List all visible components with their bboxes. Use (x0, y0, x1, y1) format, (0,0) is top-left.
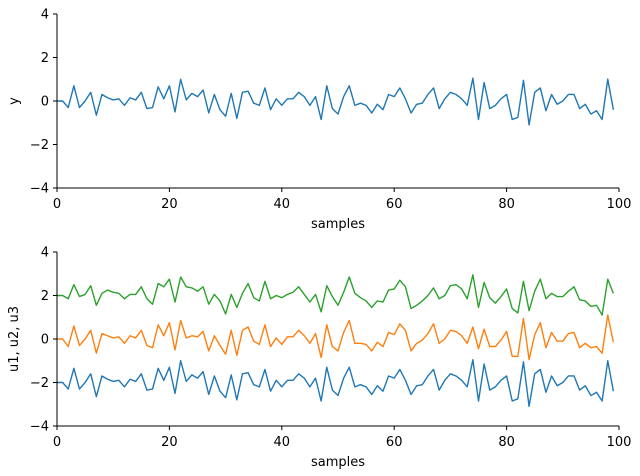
chart-bottom-x-tick-label: 100 (607, 435, 632, 450)
chart-bottom-y-tick-label: 4 (41, 246, 49, 261)
chart-bottom-x-axis-label: samples (311, 455, 365, 470)
chart-bottom-plot-area (57, 274, 615, 408)
chart-top-plot-area (57, 77, 615, 126)
chart-bottom-series-line-2 (57, 358, 615, 408)
chart-bottom: 0 20 40 60 80 100 420−2−4 samples u1, u2, u3 (7, 246, 631, 471)
chart-top-x-tick-label: 80 (498, 197, 515, 212)
chart-top-y-tick-label: 2 (41, 51, 49, 66)
chart-top-y-tick-label: −4 (30, 182, 49, 197)
chart-top-series-line-0 (57, 77, 615, 126)
chart-bottom-x-ticks: 0 20 40 60 80 100 (53, 426, 632, 450)
chart-bottom-x-tick-label: 40 (274, 435, 291, 450)
chart-bottom-x-tick-label: 0 (53, 435, 61, 450)
chart-bottom-series-line-0 (57, 274, 615, 316)
chart-bottom-x-tick-label: 80 (498, 435, 515, 450)
chart-bottom-y-axis-label: u1, u2, u3 (7, 306, 22, 372)
chart-top-y-tick-label: 4 (41, 8, 49, 23)
chart-top-x-tick-label: 20 (161, 197, 178, 212)
chart-top-x-tick-label: 0 (53, 197, 61, 212)
chart-bottom-y-tick-label: 2 (41, 289, 49, 304)
chart-top-y-axis-label: y (7, 97, 22, 105)
chart-top-x-tick-label: 100 (607, 197, 632, 212)
chart-bottom-y-tick-label: −2 (30, 376, 49, 391)
chart-top: 0 20 40 60 80 100 420−2−4 samples y (7, 8, 631, 233)
chart-top-x-tick-label: 60 (386, 197, 403, 212)
chart-top-y-tick-label: −2 (30, 138, 49, 153)
chart-bottom-y-tick-label: −4 (30, 420, 49, 435)
chart-bottom-series-line-1 (57, 314, 615, 361)
chart-bottom-y-tick-label: 0 (41, 333, 49, 348)
chart-top-y-ticks: 4 2 0 −2 −4 (30, 8, 57, 197)
chart-top-y-tick-label: 0 (41, 95, 49, 110)
chart-bottom-y-ticks: 4 2 0 −2 −4 (30, 246, 57, 435)
chart-top-x-tick-label: 40 (274, 197, 291, 212)
chart-top-x-ticks: 0 20 40 60 80 100 (53, 188, 632, 212)
chart-bottom-x-tick-label: 20 (161, 435, 178, 450)
chart-bottom-x-tick-label: 60 (386, 435, 403, 450)
chart-top-x-axis-label: samples (311, 217, 365, 232)
